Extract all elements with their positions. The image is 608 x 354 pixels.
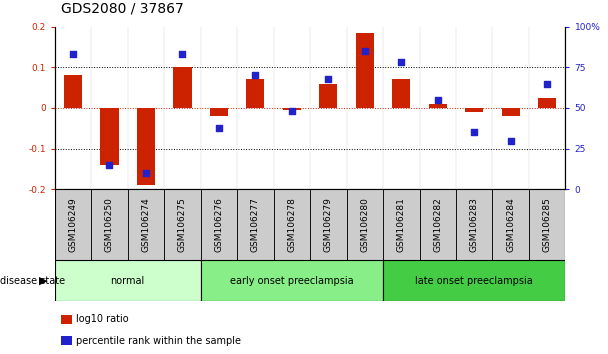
Text: disease state: disease state: [0, 275, 65, 286]
Text: normal: normal: [111, 275, 145, 286]
Text: GSM106280: GSM106280: [361, 197, 369, 252]
Text: GSM106283: GSM106283: [470, 197, 478, 252]
Bar: [529, 189, 565, 260]
Text: GSM106278: GSM106278: [288, 197, 296, 252]
Bar: [492, 189, 529, 260]
Point: [250, 73, 260, 78]
Text: GSM106281: GSM106281: [397, 197, 406, 252]
Bar: [383, 189, 420, 260]
Bar: [319, 84, 337, 108]
Point: [68, 51, 78, 57]
Bar: [274, 189, 310, 260]
Bar: [283, 108, 301, 110]
Point: [105, 162, 114, 168]
Point: [287, 108, 297, 114]
Bar: [383, 260, 565, 301]
Text: GSM106277: GSM106277: [251, 197, 260, 252]
Text: GSM106282: GSM106282: [434, 198, 442, 252]
Bar: [210, 108, 228, 116]
Point: [542, 81, 552, 86]
Text: GSM106279: GSM106279: [324, 197, 333, 252]
Bar: [237, 189, 274, 260]
Point: [178, 51, 187, 57]
Text: percentile rank within the sample: percentile rank within the sample: [76, 336, 241, 346]
Point: [214, 125, 224, 130]
Bar: [164, 189, 201, 260]
Bar: [347, 189, 383, 260]
Point: [433, 97, 443, 103]
Text: GSM106285: GSM106285: [543, 197, 551, 252]
Bar: [246, 80, 264, 108]
Text: ▶: ▶: [39, 275, 47, 286]
Bar: [538, 98, 556, 108]
Bar: [356, 33, 374, 108]
Text: late onset preeclampsia: late onset preeclampsia: [415, 275, 533, 286]
Bar: [173, 67, 192, 108]
Bar: [100, 108, 119, 165]
Bar: [502, 108, 520, 116]
Bar: [201, 189, 237, 260]
Text: GSM106275: GSM106275: [178, 197, 187, 252]
Text: log10 ratio: log10 ratio: [76, 314, 129, 325]
Point: [506, 138, 516, 143]
Bar: [310, 189, 347, 260]
Bar: [392, 80, 410, 108]
Text: GDS2080 / 37867: GDS2080 / 37867: [61, 2, 184, 16]
Text: early onset preeclampsia: early onset preeclampsia: [230, 275, 354, 286]
Bar: [456, 189, 492, 260]
Point: [360, 48, 370, 54]
Bar: [201, 260, 383, 301]
Bar: [420, 189, 456, 260]
Bar: [91, 189, 128, 260]
Point: [469, 130, 479, 135]
Bar: [55, 189, 91, 260]
Text: GSM106276: GSM106276: [215, 197, 223, 252]
Bar: [429, 104, 447, 108]
Text: GSM106250: GSM106250: [105, 197, 114, 252]
Text: GSM106284: GSM106284: [506, 198, 515, 252]
Bar: [64, 75, 82, 108]
Point: [141, 170, 151, 176]
Bar: [55, 260, 201, 301]
Bar: [465, 108, 483, 112]
Text: GSM106274: GSM106274: [142, 198, 150, 252]
Text: GSM106249: GSM106249: [69, 198, 77, 252]
Bar: [137, 108, 155, 185]
Point: [323, 76, 333, 81]
Point: [396, 59, 406, 65]
Bar: [128, 189, 164, 260]
